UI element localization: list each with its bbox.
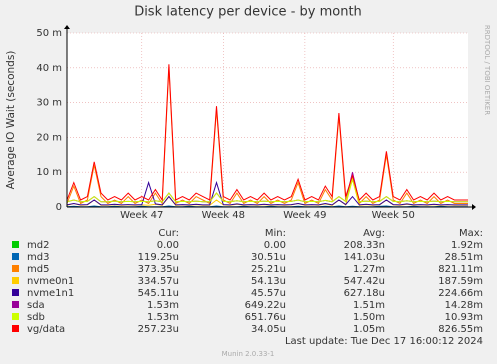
y-tick-label: 20 m: [36, 132, 62, 143]
legend-stat: 545.11u: [138, 288, 179, 299]
legend-swatch: [12, 289, 19, 296]
y-axis-label: Average IO Wait (seconds): [5, 51, 17, 190]
legend-swatch: [12, 313, 19, 320]
legend-label: nvme0n1: [27, 276, 74, 287]
y-tick-label: 10 m: [36, 167, 62, 178]
plot-area: [67, 33, 468, 207]
side-note: RRDTOOL / TOBI OETIKER: [483, 25, 491, 115]
legend-stat: 208.33n: [344, 240, 385, 251]
legend-label: vg/data: [27, 324, 65, 335]
legend-stat: 821.11m: [438, 264, 483, 275]
x-tick-label: Week 49: [283, 210, 326, 221]
legend-swatch: [12, 325, 19, 332]
footer: Munin 2.0.33-1: [222, 350, 275, 358]
x-tick-label: Week 47: [120, 210, 163, 221]
legend-swatch: [12, 241, 19, 248]
legend-stat: 1.51m: [353, 300, 385, 311]
legend-label: md5: [27, 264, 49, 275]
legend-stat: 25.21u: [251, 264, 286, 275]
legend-header: Avg:: [363, 228, 385, 239]
legend-stat: 34.05u: [251, 324, 286, 335]
legend-stat: 0.00: [264, 240, 286, 251]
series-line: [66, 180, 468, 206]
legend-swatch: [12, 277, 19, 284]
legend-label: md3: [27, 252, 49, 263]
y-tick-label: 0: [56, 202, 62, 213]
legend-stat: 373.35u: [138, 264, 179, 275]
legend-stat: 334.57u: [138, 276, 179, 287]
legend-swatch: [12, 265, 19, 272]
legend-swatch: [12, 301, 19, 308]
legend-stat: 45.57u: [251, 288, 286, 299]
legend-stat: 651.76u: [245, 312, 286, 323]
legend-stat: 141.03u: [344, 252, 385, 263]
legend-stat: 1.05m: [353, 324, 385, 335]
legend-stat: 1.27m: [353, 264, 385, 275]
series-line: [66, 64, 468, 202]
legend-stat: 28.51m: [445, 252, 483, 263]
legend-stat: 547.42u: [344, 276, 385, 287]
legend-stat: 826.55m: [438, 324, 483, 335]
x-tick-label: Week 48: [202, 210, 245, 221]
legend-stat: 257.23u: [138, 324, 179, 335]
legend-stat: 1.53m: [147, 312, 179, 323]
x-tick-label: Week 50: [372, 210, 415, 221]
legend-stat: 187.59m: [438, 276, 483, 287]
legend-header: Min:: [265, 228, 286, 239]
y-tick-label: 40 m: [36, 63, 62, 74]
y-tick-label: 50 m: [36, 28, 62, 39]
legend-stat: 649.22u: [245, 300, 286, 311]
legend-label: nvme1n1: [27, 288, 74, 299]
legend-stat: 10.93m: [445, 312, 483, 323]
legend-stat: 14.28m: [445, 300, 483, 311]
legend-stat: 1.92m: [451, 240, 483, 251]
legend-stat: 119.25u: [138, 252, 179, 263]
legend-header: Cur:: [158, 228, 179, 239]
y-tick-label: 30 m: [36, 98, 62, 109]
last-update: Last update: Tue Dec 17 16:00:12 2024: [285, 336, 483, 347]
legend-stat: 627.18u: [344, 288, 385, 299]
legend-label: sda: [27, 300, 45, 311]
legend-stat: 224.66m: [438, 288, 483, 299]
chart-title: Disk latency per device - by month: [134, 5, 362, 20]
legend-stat: 54.13u: [251, 276, 286, 287]
series-line: [66, 177, 468, 203]
legend-stat: 1.53m: [147, 300, 179, 311]
legend-header: Max:: [459, 228, 483, 239]
legend-stat: 1.50m: [353, 312, 385, 323]
legend-label: sdb: [27, 312, 45, 323]
legend-swatch: [12, 253, 19, 260]
legend-label: md2: [27, 240, 49, 251]
legend-stat: 0.00: [157, 240, 179, 251]
legend-stat: 30.51u: [251, 252, 286, 263]
